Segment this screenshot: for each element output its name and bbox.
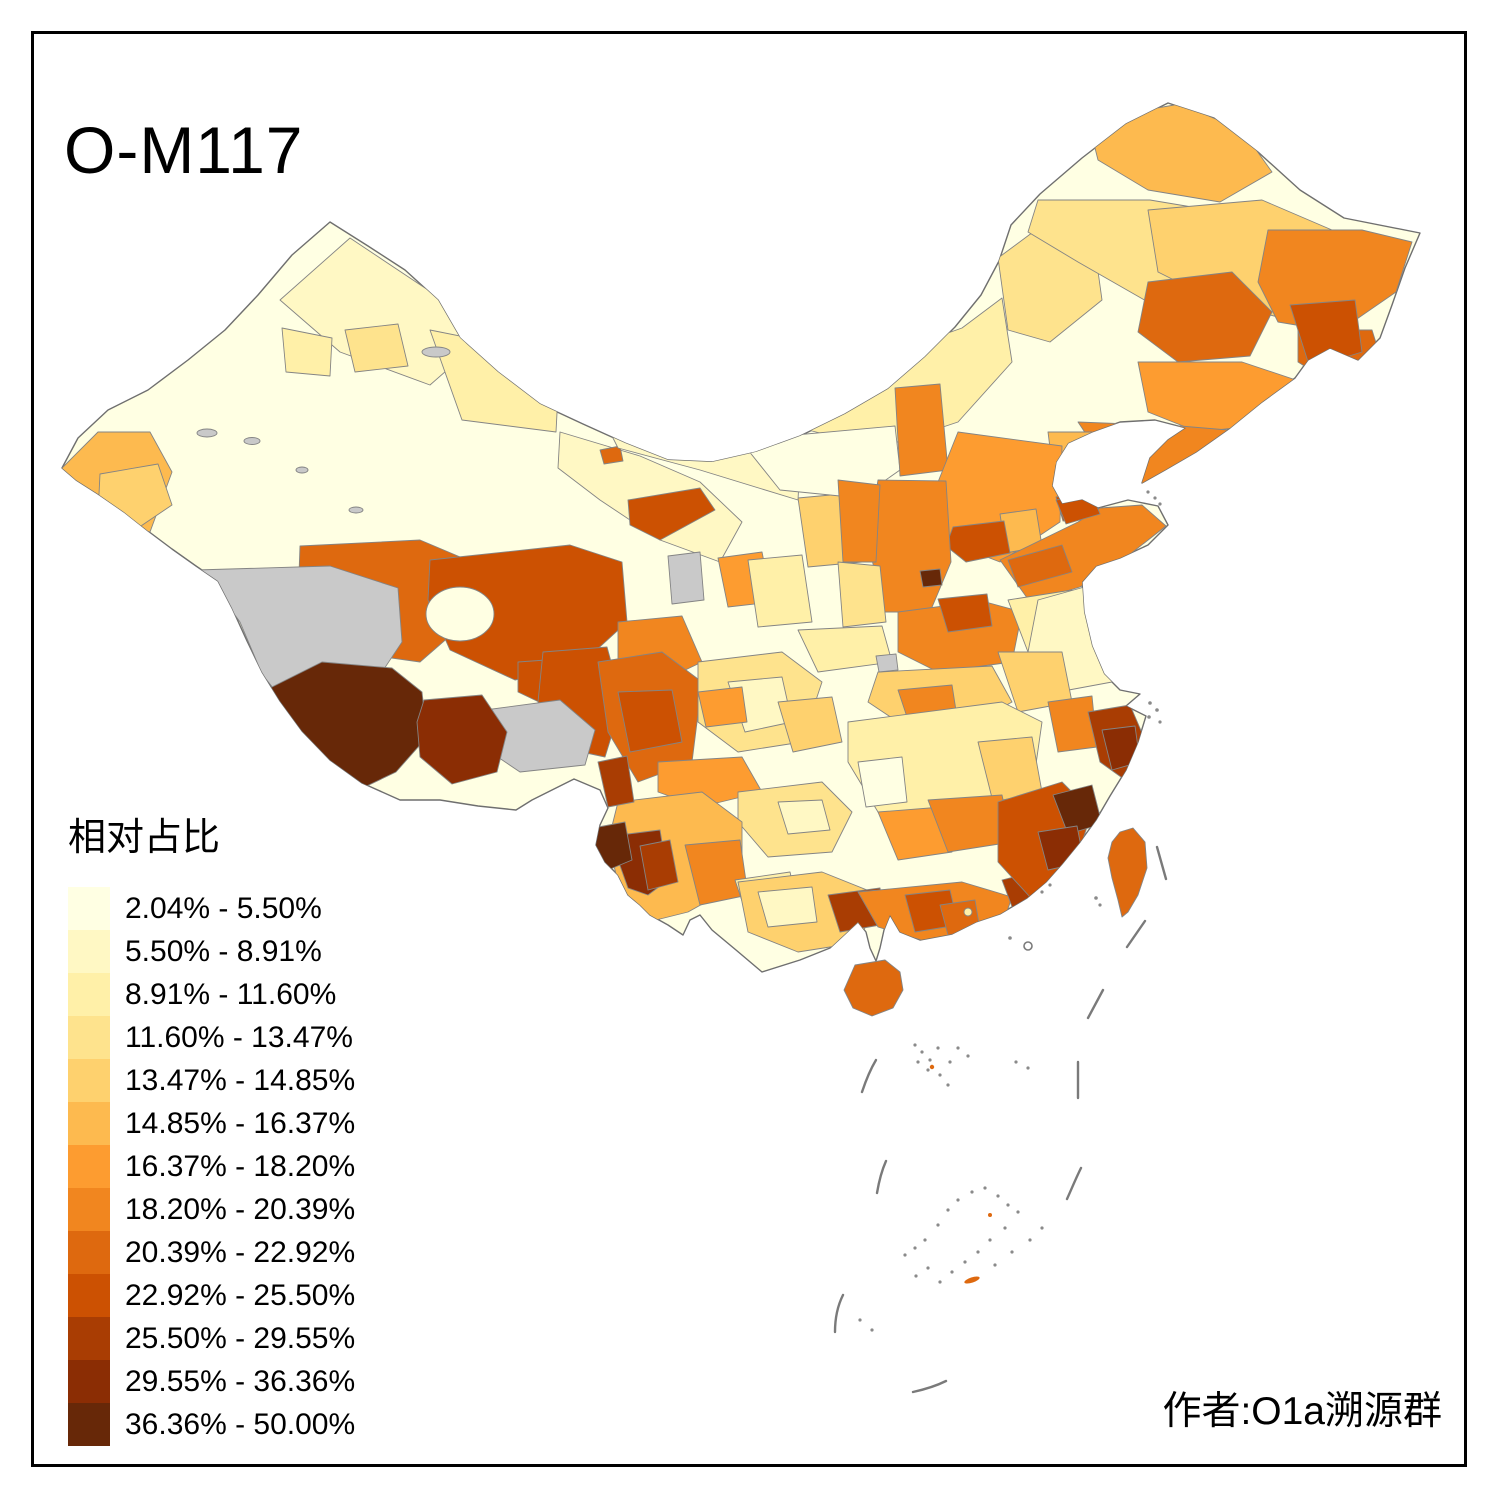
region-jilin-e (1289, 299, 1363, 369)
region-gansu-se (747, 554, 813, 628)
region-hainan (843, 959, 904, 1017)
legend: 相对占比 2.04% - 5.50% 5.50% - 8.91% 8.91% -… (68, 806, 355, 1446)
region-xining-band (627, 487, 716, 541)
legend-swatch (68, 1274, 110, 1317)
legend-label: 5.50% - 8.91% (125, 934, 322, 968)
region-harbin (1137, 271, 1273, 363)
region-guangxi-pale (757, 886, 818, 928)
paracel-orange-dot (929, 1064, 935, 1070)
legend-row: 5.50% - 8.91% (68, 930, 355, 973)
legend-label: 13.47% - 14.85% (125, 1063, 356, 1097)
region-gansu-spot (599, 445, 624, 465)
legend-label: 18.20% - 20.39% (125, 1192, 356, 1226)
legend-row: 25.50% - 29.55% (68, 1317, 355, 1360)
region-yn-mid (639, 839, 679, 891)
region-shandong-s (1007, 544, 1073, 588)
region-garze (617, 689, 683, 753)
spratly-orange-dot (988, 1213, 992, 1217)
legend-row: 20.39% - 22.92% (68, 1231, 355, 1274)
region-shaanxi-n (837, 479, 881, 563)
legend-row: 36.36% - 50.00% (68, 1403, 355, 1446)
region-liaoning (1077, 421, 1293, 485)
region-chongqing (777, 696, 843, 753)
region-kaifeng (937, 593, 993, 633)
south-china-sea-dashes (833, 845, 1168, 1394)
legend-title: 相对占比 (68, 817, 221, 859)
region-taiwan (1107, 827, 1148, 918)
region-nw-yunnan (597, 755, 635, 808)
lake-lop (421, 346, 451, 358)
lake-ebinur (196, 428, 218, 438)
legend-rows: 2.04% - 5.50% 5.50% - 8.91% 8.91% - 11.6… (68, 887, 355, 1446)
legend-swatch (68, 1231, 110, 1274)
legend-row: 29.55% - 36.36% (68, 1360, 355, 1403)
island-dots (858, 490, 1162, 1332)
region-im-baotou (894, 383, 949, 477)
legend-label: 11.60% - 13.47% (125, 1020, 353, 1054)
legend-label: 8.91% - 11.60% (125, 977, 337, 1011)
legend-row: 8.91% - 11.60% (68, 973, 355, 1016)
legend-swatch (68, 1403, 110, 1446)
legend-label: 16.37% - 18.20% (125, 1149, 356, 1183)
legend-row: 14.85% - 16.37% (68, 1102, 355, 1145)
region-lhasa (416, 694, 508, 785)
legend-label: 14.85% - 16.37% (125, 1106, 356, 1140)
region-hk-pale (963, 907, 973, 917)
legend-swatch (68, 1317, 110, 1360)
legend-row: 2.04% - 5.50% (68, 887, 355, 930)
lake-bosten (295, 466, 309, 474)
region-guizhou-pale (777, 799, 831, 835)
legend-swatch (68, 1188, 110, 1231)
legend-swatch (68, 887, 110, 930)
legend-swatch (68, 1059, 110, 1102)
region-hunan-s (877, 806, 953, 861)
legend-label: 29.55% - 36.36% (125, 1364, 356, 1398)
lake-tarim (348, 506, 364, 514)
region-xj-changji (344, 323, 409, 373)
page-title: O-M117 (64, 113, 304, 188)
legend-label: 22.92% - 25.50% (125, 1278, 356, 1312)
legend-swatch (68, 1016, 110, 1059)
region-danjiangkou-gray (875, 653, 899, 673)
legend-label: 25.50% - 29.55% (125, 1321, 356, 1355)
region-linxia-gray (667, 551, 705, 605)
legend-label: 2.04% - 5.50% (125, 891, 322, 925)
legend-label: 20.39% - 22.92% (125, 1235, 356, 1269)
spratly-orange-sliver (964, 1276, 980, 1284)
legend-swatch (68, 1145, 110, 1188)
region-chengdu (697, 686, 748, 728)
legend-label: 36.36% - 50.00% (125, 1407, 356, 1441)
attribution: 作者:O1a溯源群 (1162, 1390, 1442, 1433)
legend-swatch (68, 1102, 110, 1145)
legend-row: 11.60% - 13.47% (68, 1016, 355, 1059)
legend-row: 13.47% - 14.85% (68, 1059, 355, 1102)
legend-swatch (68, 1360, 110, 1403)
region-xj-bortala (281, 327, 333, 377)
lake-sayram (243, 437, 261, 445)
legend-row: 18.20% - 20.39% (68, 1188, 355, 1231)
pratas-ring (1023, 941, 1033, 951)
legend-swatch (68, 973, 110, 1016)
legend-row: 16.37% - 18.20% (68, 1145, 355, 1188)
region-henan-spot (919, 568, 943, 588)
legend-row: 22.92% - 25.50% (68, 1274, 355, 1317)
legend-swatch (68, 930, 110, 973)
region-hunan-pale (857, 756, 908, 808)
region-shaanxi-mid (837, 561, 887, 628)
region-qinghai-cream (425, 586, 495, 642)
